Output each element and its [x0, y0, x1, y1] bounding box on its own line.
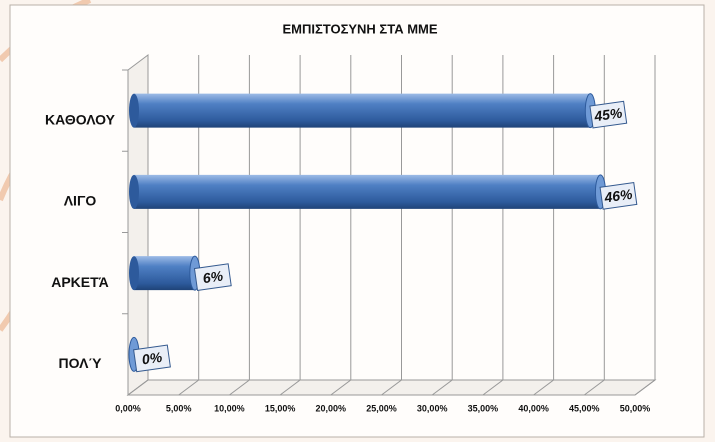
y-tick-label: ΚΑΘΟΛΟΥ [45, 111, 116, 127]
x-tick-label: 50,00% [620, 403, 651, 413]
value-label-box [589, 100, 628, 129]
x-tick-label: 30,00% [417, 403, 448, 413]
x-tick-label: 15,00% [265, 403, 296, 413]
value-label: 6% [202, 267, 225, 286]
grid-line [178, 55, 200, 396]
value-label-group: 6% [193, 263, 232, 291]
x-tick-label: 5,00% [166, 403, 192, 413]
x-tick-label: 20,00% [316, 403, 347, 413]
x-tick-label: 10,00% [214, 403, 245, 413]
value-label: 0% [141, 349, 164, 368]
bar [134, 93, 591, 128]
grid-line [533, 55, 555, 396]
y-tick-label: ΑΡΚΕΤΆ [51, 274, 109, 290]
bar [134, 174, 601, 209]
grid-line [229, 55, 250, 396]
x-tick-label: 0,00% [115, 403, 141, 413]
grid-line [634, 55, 656, 396]
grid-line [127, 55, 149, 396]
value-label-group: 45% [589, 100, 628, 129]
bar-start-cap [129, 174, 139, 209]
chart-panel [9, 4, 705, 438]
value-label-box [193, 263, 232, 291]
grid-line [279, 55, 301, 396]
grid-line [330, 55, 352, 396]
value-label: 46% [602, 186, 634, 206]
value-label: 45% [592, 104, 624, 124]
value-label-box [133, 344, 171, 373]
bar-start-cap [129, 256, 139, 291]
value-label-group: 0% [133, 344, 171, 373]
x-tick-label: 35,00% [468, 403, 499, 413]
grid-line [482, 55, 504, 396]
grid-line [381, 55, 402, 396]
grid-line [584, 55, 605, 396]
grid-line [431, 55, 453, 396]
x-tick-label: 45,00% [569, 403, 600, 413]
bar [134, 256, 195, 291]
chart-title: ΕΜΠΙΣΤΟΣΥΝΗ ΣΤΑ ΜΜΕ [282, 21, 437, 36]
value-label-box [599, 182, 638, 210]
bar-start-cap [129, 93, 139, 128]
y-tick-label: ΛΙΓΟ [64, 193, 97, 209]
value-label-group: 46% [599, 182, 638, 210]
x-tick-label: 25,00% [366, 403, 397, 413]
x-tick-label: 40,00% [518, 403, 549, 413]
y-tick-label: ΠΟΛΎ [59, 355, 102, 371]
